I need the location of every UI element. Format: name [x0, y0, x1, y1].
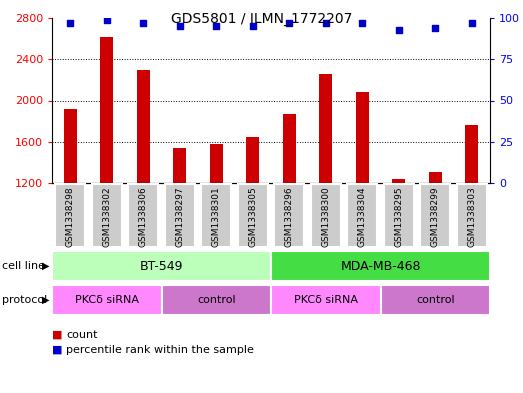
FancyBboxPatch shape	[162, 285, 271, 315]
FancyBboxPatch shape	[52, 251, 271, 281]
Text: ■: ■	[52, 330, 66, 340]
Point	[285, 20, 293, 26]
Text: GSM1338298: GSM1338298	[66, 186, 75, 247]
Bar	[173, 148, 186, 183]
Point	[322, 20, 330, 26]
Bar	[283, 114, 295, 183]
Text: PKCδ siRNA: PKCδ siRNA	[294, 295, 358, 305]
FancyBboxPatch shape	[384, 184, 414, 247]
Text: GSM1338305: GSM1338305	[248, 186, 257, 247]
Text: control: control	[197, 295, 235, 305]
Point	[358, 20, 367, 26]
Bar	[246, 137, 259, 183]
Text: BT-549: BT-549	[140, 259, 183, 272]
Text: GSM1338300: GSM1338300	[321, 186, 330, 247]
Text: count: count	[66, 330, 97, 340]
Bar	[137, 70, 150, 183]
Bar	[429, 172, 441, 183]
Point	[66, 20, 74, 26]
FancyBboxPatch shape	[457, 184, 487, 247]
Text: protocol: protocol	[2, 295, 47, 305]
Text: GSM1338299: GSM1338299	[431, 186, 440, 247]
Text: control: control	[416, 295, 454, 305]
FancyBboxPatch shape	[165, 184, 195, 247]
Bar	[356, 92, 369, 183]
Text: GSM1338301: GSM1338301	[212, 186, 221, 247]
FancyBboxPatch shape	[271, 251, 490, 281]
Point	[431, 25, 439, 31]
FancyBboxPatch shape	[271, 285, 381, 315]
Text: cell line: cell line	[2, 261, 45, 271]
FancyBboxPatch shape	[238, 184, 268, 247]
Text: ▶: ▶	[42, 261, 50, 271]
FancyBboxPatch shape	[311, 184, 340, 247]
Point	[139, 20, 147, 26]
Text: PKCδ siRNA: PKCδ siRNA	[75, 295, 139, 305]
Bar	[320, 73, 332, 183]
Text: GSM1338302: GSM1338302	[103, 186, 111, 247]
FancyBboxPatch shape	[128, 184, 158, 247]
Text: GSM1338297: GSM1338297	[175, 186, 184, 247]
FancyBboxPatch shape	[92, 184, 122, 247]
Text: GSM1338296: GSM1338296	[285, 186, 294, 247]
FancyBboxPatch shape	[55, 184, 85, 247]
FancyBboxPatch shape	[201, 184, 231, 247]
FancyBboxPatch shape	[420, 184, 450, 247]
Text: GDS5801 / ILMN_1772207: GDS5801 / ILMN_1772207	[171, 12, 352, 26]
Bar	[392, 179, 405, 183]
FancyBboxPatch shape	[381, 285, 490, 315]
Text: GSM1338295: GSM1338295	[394, 186, 403, 247]
Point	[394, 26, 403, 33]
Point	[103, 17, 111, 23]
Point	[176, 23, 184, 29]
Bar	[100, 37, 113, 183]
FancyBboxPatch shape	[52, 285, 162, 315]
FancyBboxPatch shape	[347, 184, 377, 247]
Point	[468, 20, 476, 26]
FancyBboxPatch shape	[274, 184, 304, 247]
Bar	[465, 125, 478, 183]
Point	[248, 23, 257, 29]
Text: ■: ■	[52, 345, 66, 355]
Text: percentile rank within the sample: percentile rank within the sample	[66, 345, 254, 355]
Bar	[64, 109, 77, 183]
Bar	[210, 144, 223, 183]
Point	[212, 23, 220, 29]
Text: GSM1338306: GSM1338306	[139, 186, 148, 247]
Text: GSM1338303: GSM1338303	[467, 186, 476, 247]
Text: MDA-MB-468: MDA-MB-468	[340, 259, 420, 272]
Text: GSM1338304: GSM1338304	[358, 186, 367, 247]
Text: ▶: ▶	[42, 295, 50, 305]
